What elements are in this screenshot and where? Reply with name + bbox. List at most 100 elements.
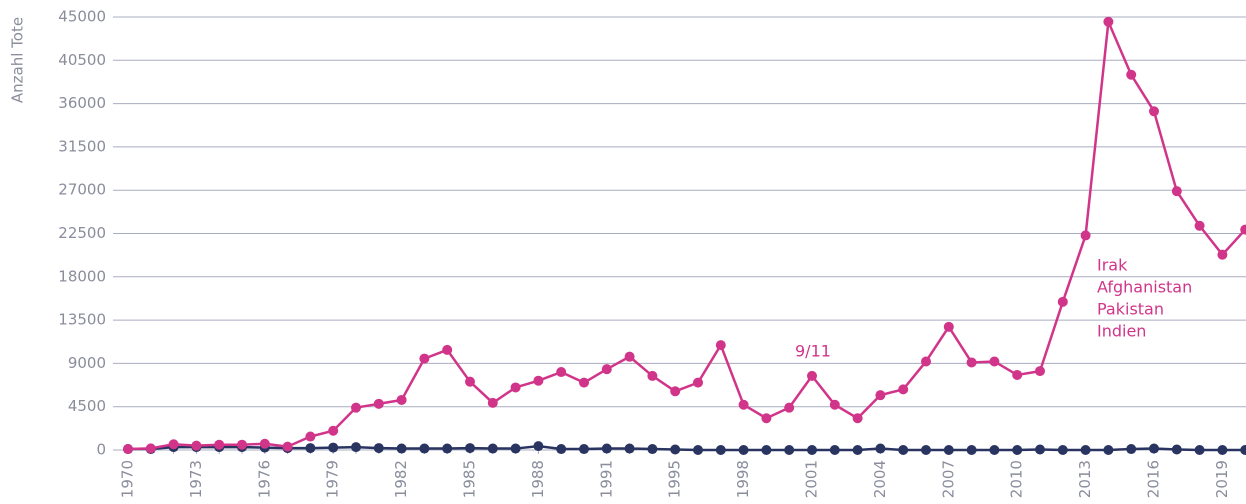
data-point [305,443,316,454]
data-point [1080,445,1091,455]
data-point [419,443,430,454]
data-point [1012,369,1023,380]
data-point [989,445,1000,455]
x-tick-label: 1995 [666,460,684,498]
data-point [465,376,475,387]
data-point [1217,445,1228,455]
data-point [510,382,521,393]
data-point [1126,444,1137,455]
data-point [373,443,384,454]
data-point [259,438,270,449]
data-point [807,445,817,455]
data-point [601,364,612,375]
data-point [693,445,703,455]
x-tick-label: 2007 [939,460,957,498]
data-point [761,445,772,455]
data-point [921,445,931,455]
data-point [396,394,407,405]
data-point [351,402,361,413]
series-line [127,16,1246,451]
data-point [807,370,817,381]
x-tick-label: 1991 [597,460,615,498]
data-point [396,443,407,454]
data-point [533,441,544,452]
y-tick-label: 36000 [58,94,106,112]
data-point [168,439,179,450]
data-point [1240,445,1246,455]
data-point [943,445,954,455]
data-point [123,444,133,455]
data-point [442,344,453,355]
x-tick-label: 1988 [529,460,547,498]
data-point [1057,445,1068,455]
data-point [328,425,339,436]
y-axis-label: Anzahl Tote [9,17,27,103]
data-point [670,444,681,455]
data-point [943,321,954,332]
y-tick-label: 4500 [68,397,106,415]
data-point [145,443,156,454]
x-tick-label: 1982 [392,460,410,498]
data-point [419,353,430,364]
y-tick-label: 0 [96,441,106,459]
data-point [1080,230,1091,241]
series-line [128,444,1246,452]
annotation: Afghanistan [1097,278,1192,297]
data-point [1126,69,1137,80]
data-point [989,356,1000,367]
data-point [1171,186,1182,197]
x-tick-label: 2019 [1213,460,1231,498]
data-point [875,390,886,401]
data-point [487,443,498,454]
y-tick-label: 22500 [58,224,106,242]
data-point [693,377,703,388]
data-point [1217,249,1228,260]
data-point [1035,366,1045,377]
x-tick-label: 1970 [119,460,137,498]
y-tick-label: 45000 [58,8,106,26]
data-point [579,377,589,388]
data-point [1149,443,1159,454]
data-point [670,386,681,397]
data-point [898,445,909,455]
data-point [829,399,840,410]
x-tick-label: 2001 [803,460,821,498]
annotation: 9/11 [795,342,831,361]
data-point [1103,16,1114,27]
y-tick-label: 27000 [58,181,106,199]
data-point [761,413,772,424]
x-tick-label: 1976 [255,460,273,498]
x-tick-label: 2013 [1076,460,1094,498]
data-point [1171,444,1182,455]
data-point [624,351,635,362]
data-point [1194,220,1205,231]
data-point [715,340,726,351]
x-tick-label: 1985 [461,460,479,498]
x-tick-label: 1979 [324,460,342,498]
data-point [191,440,202,451]
data-point [784,402,795,413]
data-point [442,443,453,454]
data-point [784,445,795,455]
data-point [647,370,658,381]
data-point [305,431,316,442]
x-tick-label: 2010 [1008,460,1026,498]
data-point [921,356,931,367]
data-point [738,399,749,410]
annotation: Irak [1097,256,1128,275]
data-point [1103,445,1114,455]
data-point [214,439,225,450]
data-point [1035,444,1045,455]
data-point [898,384,909,395]
data-point [556,444,567,455]
x-tick-label: 1973 [187,460,205,498]
data-point [1012,445,1023,455]
x-tick-label: 2004 [871,460,889,498]
data-point [1240,224,1246,235]
data-point [1057,296,1068,307]
data-point [465,443,475,454]
data-point [237,439,247,450]
data-point [601,443,612,454]
data-point [579,444,589,455]
